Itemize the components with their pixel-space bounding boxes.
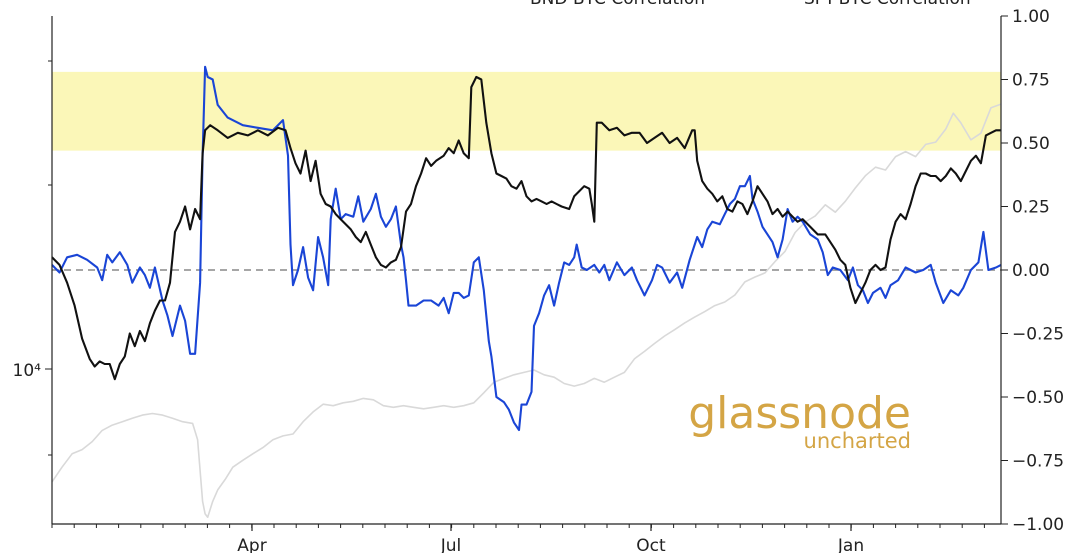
left-axis-tick-label: 10⁴	[13, 361, 42, 381]
watermark-brand: glassnode	[688, 388, 911, 439]
bnd-btc-correlation-line	[51, 65, 1002, 432]
glassnode-watermark: glassnode uncharted	[688, 388, 911, 453]
x-axis-tick-label: Oct	[636, 536, 666, 553]
right-axis-tick-label: 0.75	[1012, 71, 1050, 91]
legend: BND-BTC Correlation SPY-BTC Correlation	[530, 0, 971, 9]
btc-price-line	[51, 103, 1002, 518]
spy-btc-correlation-line	[51, 75, 1001, 381]
right-axis-tick-label: −1.00	[1012, 515, 1064, 535]
watermark-tagline: uncharted	[804, 429, 911, 453]
highlight-band	[52, 71, 1001, 151]
right-axis-tick-label: 0.50	[1012, 134, 1050, 154]
left-y-axis: 10⁴	[13, 60, 52, 456]
right-axis-tick-label: 1.00	[1012, 7, 1050, 27]
right-axis-tick-label: −0.75	[1012, 452, 1064, 472]
right-axis-tick-label: −0.50	[1012, 388, 1064, 408]
x-axis-tick-label: Jul	[440, 536, 462, 553]
x-axis-tick-label: Apr	[237, 536, 266, 553]
series-layer	[51, 65, 1002, 518]
right-y-axis: 1.00 0.75 0.50 0.25 0.00 −0.25 −0.50 −0.75 −1.00	[1001, 7, 1064, 535]
legend-label-spy: SPY-BTC Correlation	[804, 0, 971, 9]
right-axis-tick-label: −0.25	[1012, 325, 1064, 345]
x-axis-tick-label: Jan	[837, 536, 864, 553]
right-axis-tick-label: 0.00	[1012, 261, 1050, 281]
legend-label-bnd: BND-BTC Correlation	[530, 0, 705, 9]
right-axis-tick-label: 0.25	[1012, 198, 1050, 218]
x-axis: Apr Jul Oct Jan	[51, 524, 985, 553]
